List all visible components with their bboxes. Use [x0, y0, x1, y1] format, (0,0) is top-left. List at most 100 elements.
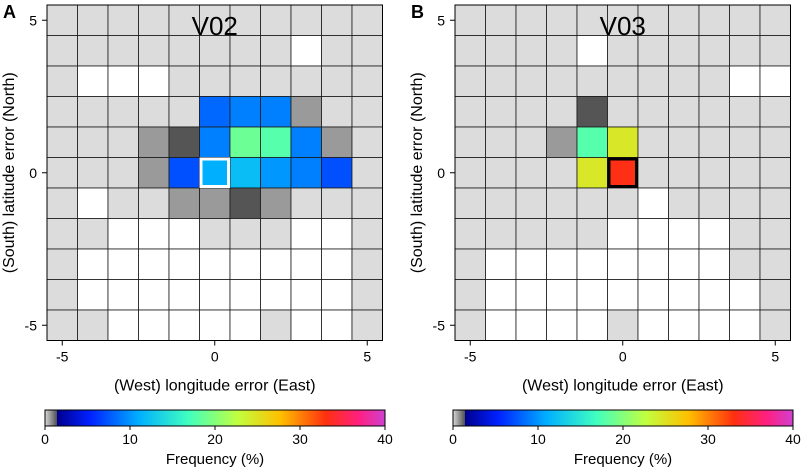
panel-b-cell	[515, 65, 547, 97]
panel-a-cell	[260, 35, 292, 67]
panel-b-cell	[668, 187, 700, 219]
panel-b-cell	[546, 4, 578, 36]
panel-a-cell	[199, 187, 231, 219]
panel-a-cell	[321, 126, 353, 158]
panel-b-cell	[485, 96, 517, 128]
panel-b-cell	[698, 4, 730, 36]
panel-b-cell	[698, 35, 730, 67]
panel-a-cell	[290, 187, 322, 219]
panel-b-cell	[515, 218, 547, 250]
panel-a-cell	[290, 126, 322, 158]
panel-b-cell	[485, 248, 517, 280]
panel-b-cell	[515, 248, 547, 280]
panel-a-cell	[107, 126, 139, 158]
panel-a-cell	[168, 96, 200, 128]
panel-a-cell	[168, 4, 200, 36]
panel-a-cell	[260, 187, 292, 219]
panel-a-cell	[321, 65, 353, 97]
panel-b-cell	[668, 248, 700, 280]
panel-a-cell	[321, 157, 353, 189]
panel-a-cell	[77, 65, 109, 97]
panel-b-cell	[729, 279, 761, 311]
panel-b-ytick-label: 0	[437, 165, 445, 181]
panel-b-cell	[546, 309, 578, 341]
panel-a-cell	[229, 96, 261, 128]
panel-b-cell	[546, 65, 578, 97]
panel-a-cell	[229, 126, 261, 158]
panel-b-cell	[454, 187, 486, 219]
panel-a-cell	[138, 157, 170, 189]
panel-b-cell	[637, 157, 669, 189]
panel-a-cell	[46, 35, 78, 67]
panel-b-cell	[637, 248, 669, 280]
panel-b-cell	[546, 279, 578, 311]
panel-a-cell	[351, 157, 383, 189]
panel-a-cell	[229, 279, 261, 311]
panel-b-cell	[698, 187, 730, 219]
panel-a-cell	[46, 309, 78, 341]
panel-b-cell	[729, 187, 761, 219]
panel-a-cell	[321, 35, 353, 67]
panel-a-cell	[107, 35, 139, 67]
panel-a-cell	[138, 65, 170, 97]
panel-a-colorbar: 0 10 20 30 40 Frequency (%)	[41, 409, 393, 468]
panel-b-cell	[515, 187, 547, 219]
panel-b-cell	[576, 279, 608, 311]
panel-b-cell	[668, 309, 700, 341]
panel-b-highlight-cell	[607, 157, 638, 188]
panel-a-cell	[290, 279, 322, 311]
panel-a-cell	[321, 218, 353, 250]
panel-a-cell	[77, 157, 109, 189]
panel-a-cell	[77, 279, 109, 311]
panel-a-cell	[199, 309, 231, 341]
panel-a-colorbar-grey-segment	[45, 410, 57, 426]
panel-b-cell	[668, 218, 700, 250]
panel-a-colorbar-tick-label: 40	[377, 431, 393, 447]
panel-a-cell	[138, 4, 170, 36]
panel-a-cell	[138, 35, 170, 67]
panel-b-colorbar-gradient	[465, 410, 793, 426]
panel-a-cell	[107, 4, 139, 36]
panel-b-cell	[607, 187, 639, 219]
panel-b-cell	[668, 4, 700, 36]
panel-a-cell	[168, 309, 200, 341]
panel-b-cell	[576, 65, 608, 97]
panel-b-cell	[698, 157, 730, 189]
panel-a-cell	[199, 126, 231, 158]
panel-b-cell	[698, 309, 730, 341]
panel-a-colorbar-tick-label: 20	[207, 431, 223, 447]
panel-a-cell	[77, 126, 109, 158]
panel-a-cells	[46, 4, 383, 341]
panel-b-cell	[576, 218, 608, 250]
panel-b-cell	[759, 309, 791, 341]
panel-a-ticks: -5 0 5 5 0 -5	[25, 12, 372, 364]
panel-a-cell	[229, 157, 261, 189]
panel-a-cell	[351, 218, 383, 250]
panel-b-cell	[637, 35, 669, 67]
panel-a-highlight-cell	[199, 157, 230, 188]
panel-b-cell	[454, 309, 486, 341]
panel-a-cell	[46, 279, 78, 311]
panel-b-cell	[454, 279, 486, 311]
panel-b-cell	[515, 126, 547, 158]
panel-b-cell	[637, 65, 669, 97]
panel-b-cells	[454, 4, 791, 341]
panel-a-cell	[46, 157, 78, 189]
panel-a-cell	[77, 96, 109, 128]
panel-b-cell	[454, 248, 486, 280]
panel-a-xtick-label: -5	[56, 349, 69, 365]
panel-b-cell	[607, 126, 639, 158]
panel-a-cell	[321, 4, 353, 36]
panel-b-cell	[759, 96, 791, 128]
panel-b-cell	[668, 126, 700, 158]
panel-a-cell	[290, 96, 322, 128]
panel-b-cell	[698, 218, 730, 250]
panel-b-cell	[515, 309, 547, 341]
panel-b-cell	[515, 35, 547, 67]
panel-b-cell	[485, 309, 517, 341]
panel-b-cell	[485, 157, 517, 189]
panel-b-cell	[698, 279, 730, 311]
panel-a-colorbar-tick-label: 10	[122, 431, 138, 447]
panel-a-cell	[138, 248, 170, 280]
panel-b-cell	[668, 35, 700, 67]
